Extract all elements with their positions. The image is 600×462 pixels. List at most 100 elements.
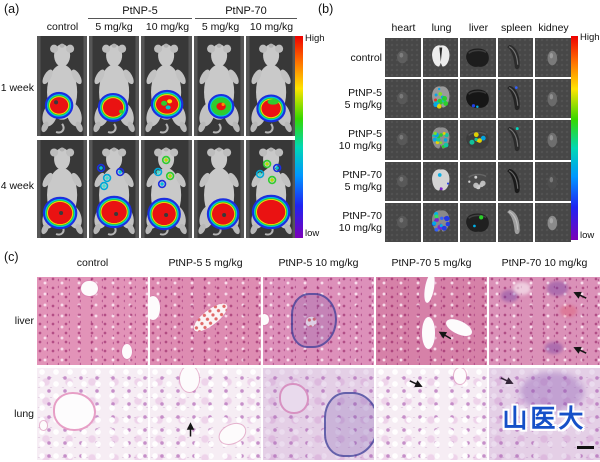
organ-image-2-liver bbox=[460, 120, 496, 160]
airway bbox=[52, 391, 97, 431]
mouse-image-0-1 bbox=[89, 36, 140, 136]
histology-liver-1 bbox=[150, 277, 261, 365]
histology-liver-4 bbox=[489, 277, 600, 365]
blood-vessel bbox=[40, 421, 47, 430]
organ-image-4-lung bbox=[422, 202, 459, 242]
panel-a-colorbar-high-label: High bbox=[305, 33, 325, 44]
panel-b-colorbar bbox=[571, 36, 578, 240]
histology-lung-3 bbox=[376, 368, 487, 460]
blood-vessel bbox=[263, 313, 269, 325]
panel-a-colorbar-low-label: low bbox=[305, 228, 320, 239]
arrow-icon bbox=[572, 342, 587, 360]
panel-c-column-header-2: PtNP-5 10 mg/kg bbox=[278, 257, 359, 269]
panel-b-row-label-4: PtNP-70 10 mg/kg bbox=[338, 210, 382, 235]
panel-a-colorbar bbox=[295, 36, 303, 238]
purple-patch bbox=[501, 290, 518, 302]
blood-vessel bbox=[453, 368, 466, 384]
mouse-image-1-4 bbox=[245, 140, 296, 238]
infiltrate-outline bbox=[290, 292, 337, 348]
panel-b-row-label-0: control bbox=[350, 52, 382, 64]
organ-image-2-lung bbox=[422, 120, 459, 160]
panel-b-colorbar-high-label: High bbox=[580, 32, 600, 43]
panel-a-column-header-3: 5 mg/kg bbox=[201, 21, 240, 33]
organ-image-1-heart bbox=[385, 79, 421, 119]
blood-vessel bbox=[421, 317, 435, 350]
organ-image-1-kidney bbox=[535, 79, 571, 119]
panel-b-column-header-lung: lung bbox=[431, 22, 452, 34]
panel-a-row-label-1week: 1 week bbox=[0, 82, 34, 94]
organ-image-3-spleen bbox=[497, 161, 534, 201]
panel-b-row-label-2: PtNP-5 10 mg/kg bbox=[338, 128, 382, 153]
mouse-image-1-0 bbox=[37, 140, 88, 238]
panel-a-group-header-1: PtNP-70 bbox=[195, 5, 297, 19]
arrow-icon bbox=[183, 421, 198, 439]
arrow-icon bbox=[500, 373, 515, 391]
mouse-grid bbox=[37, 36, 296, 238]
organ-image-4-spleen bbox=[497, 202, 534, 242]
mouse-image-1-1 bbox=[89, 140, 140, 238]
panel-a-label: (a) bbox=[4, 2, 20, 16]
panel-c-row-label-lung: lung bbox=[14, 408, 34, 420]
blood-vessel bbox=[150, 296, 160, 321]
panel-a-group-header-0: PtNP-5 bbox=[88, 5, 192, 19]
panel-b-colorbar-low-label: low bbox=[580, 230, 595, 241]
organ-image-0-liver bbox=[460, 38, 496, 78]
panel-c-column-header-3: PtNP-70 5 mg/kg bbox=[391, 257, 472, 269]
histology-liver-3 bbox=[376, 277, 487, 365]
panel-b-column-header-spleen: spleen bbox=[501, 22, 532, 34]
panel-b-column-header-heart: heart bbox=[391, 22, 416, 34]
organ-image-3-heart bbox=[385, 161, 421, 201]
panel-c-column-header-0: control bbox=[76, 257, 109, 269]
panel-b-row-label-3: PtNP-70 5 mg/kg bbox=[342, 169, 382, 194]
panel-a-column-header-2: 10 mg/kg bbox=[145, 21, 190, 33]
organ-grid bbox=[385, 38, 571, 242]
watermark-text: 山医大 bbox=[502, 404, 587, 434]
organ-image-0-spleen bbox=[497, 38, 534, 78]
red-patch bbox=[560, 305, 577, 317]
histology-lung-0 bbox=[37, 368, 148, 460]
airway bbox=[278, 382, 310, 415]
organ-image-2-heart bbox=[385, 120, 421, 160]
mouse-image-1-2 bbox=[141, 140, 192, 238]
scale-bar bbox=[577, 446, 595, 449]
histology-lung-2 bbox=[263, 368, 374, 460]
histology-liver-2 bbox=[263, 277, 374, 365]
panel-c-column-header-1: PtNP-5 5 mg/kg bbox=[168, 257, 243, 269]
mouse-image-0-3 bbox=[193, 36, 244, 136]
organ-image-2-spleen bbox=[497, 120, 534, 160]
purple-patch bbox=[544, 342, 564, 355]
organ-image-1-liver bbox=[460, 79, 496, 119]
organ-image-3-liver bbox=[460, 161, 496, 201]
blood-vessel-rbc bbox=[189, 299, 232, 337]
mouse-image-0-0 bbox=[37, 36, 88, 136]
organ-image-1-lung bbox=[422, 79, 459, 119]
blood-vessel bbox=[216, 420, 249, 449]
panel-c-column-header-4: PtNP-70 10 mg/kg bbox=[501, 257, 588, 269]
arrow-icon bbox=[437, 327, 452, 345]
organ-image-4-kidney bbox=[535, 202, 571, 242]
arrow-icon bbox=[572, 287, 587, 305]
histology-lung-4: 山医大 bbox=[489, 368, 600, 460]
histology-lung-1 bbox=[150, 368, 261, 460]
panel-c-row-label-liver: liver bbox=[14, 315, 34, 327]
organ-image-3-kidney bbox=[535, 161, 571, 201]
infiltrate-outline bbox=[324, 391, 374, 457]
organ-image-1-spleen bbox=[497, 79, 534, 119]
organ-image-0-heart bbox=[385, 38, 421, 78]
blood-vessel bbox=[179, 368, 199, 392]
panel-a-row-label-4week: 4 week bbox=[0, 180, 34, 192]
blood-vessel bbox=[422, 277, 437, 304]
organ-image-2-kidney bbox=[535, 120, 571, 160]
panel-a-column-header-4: 10 mg/kg bbox=[249, 21, 294, 33]
purple-patch bbox=[546, 281, 568, 297]
panel-a-column-header-1: 5 mg/kg bbox=[95, 21, 133, 33]
arrow-icon bbox=[409, 376, 424, 394]
panel-c-label: (c) bbox=[4, 250, 19, 264]
panel-b-label: (b) bbox=[318, 2, 334, 16]
histology-liver-0 bbox=[37, 277, 148, 365]
blood-vessel bbox=[81, 280, 99, 297]
panel-b-column-header-liver: liver bbox=[468, 22, 489, 34]
blood-vessel bbox=[122, 343, 133, 359]
mouse-image-0-2 bbox=[141, 36, 192, 136]
